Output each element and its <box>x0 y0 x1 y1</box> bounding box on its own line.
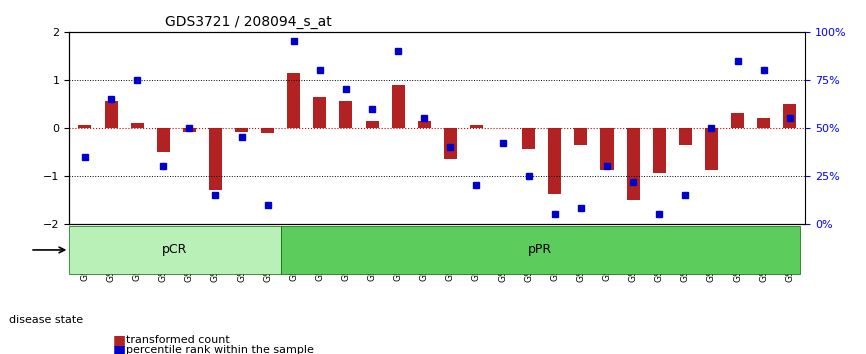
Bar <box>627 128 640 200</box>
Bar <box>757 118 770 128</box>
Bar <box>313 97 326 128</box>
Bar <box>653 128 666 173</box>
FancyBboxPatch shape <box>69 227 281 274</box>
Text: transformed count: transformed count <box>126 335 229 345</box>
Bar <box>79 125 92 128</box>
Bar <box>262 128 275 133</box>
Bar <box>131 123 144 128</box>
Bar <box>157 128 170 152</box>
Bar <box>105 102 118 128</box>
Bar <box>522 128 535 149</box>
Bar <box>288 73 301 128</box>
Bar <box>209 128 222 190</box>
Text: pPR: pPR <box>528 244 553 256</box>
Bar <box>417 121 430 128</box>
Bar <box>365 121 378 128</box>
Bar <box>548 128 561 194</box>
FancyBboxPatch shape <box>281 227 800 274</box>
Text: GDS3721 / 208094_s_at: GDS3721 / 208094_s_at <box>165 16 332 29</box>
Bar <box>183 128 196 132</box>
Bar <box>783 104 796 128</box>
Bar <box>444 128 457 159</box>
Bar <box>391 85 404 128</box>
Text: ■: ■ <box>113 333 126 347</box>
Bar <box>705 128 718 170</box>
Bar <box>679 128 692 145</box>
Bar <box>339 102 352 128</box>
Bar <box>470 125 483 128</box>
Bar <box>731 113 744 128</box>
Text: percentile rank within the sample: percentile rank within the sample <box>126 346 313 354</box>
Text: pCR: pCR <box>162 244 188 256</box>
Text: ■: ■ <box>113 343 126 354</box>
Text: disease state: disease state <box>9 315 83 325</box>
Bar <box>235 128 248 132</box>
Bar <box>574 128 587 145</box>
Bar <box>600 128 613 170</box>
